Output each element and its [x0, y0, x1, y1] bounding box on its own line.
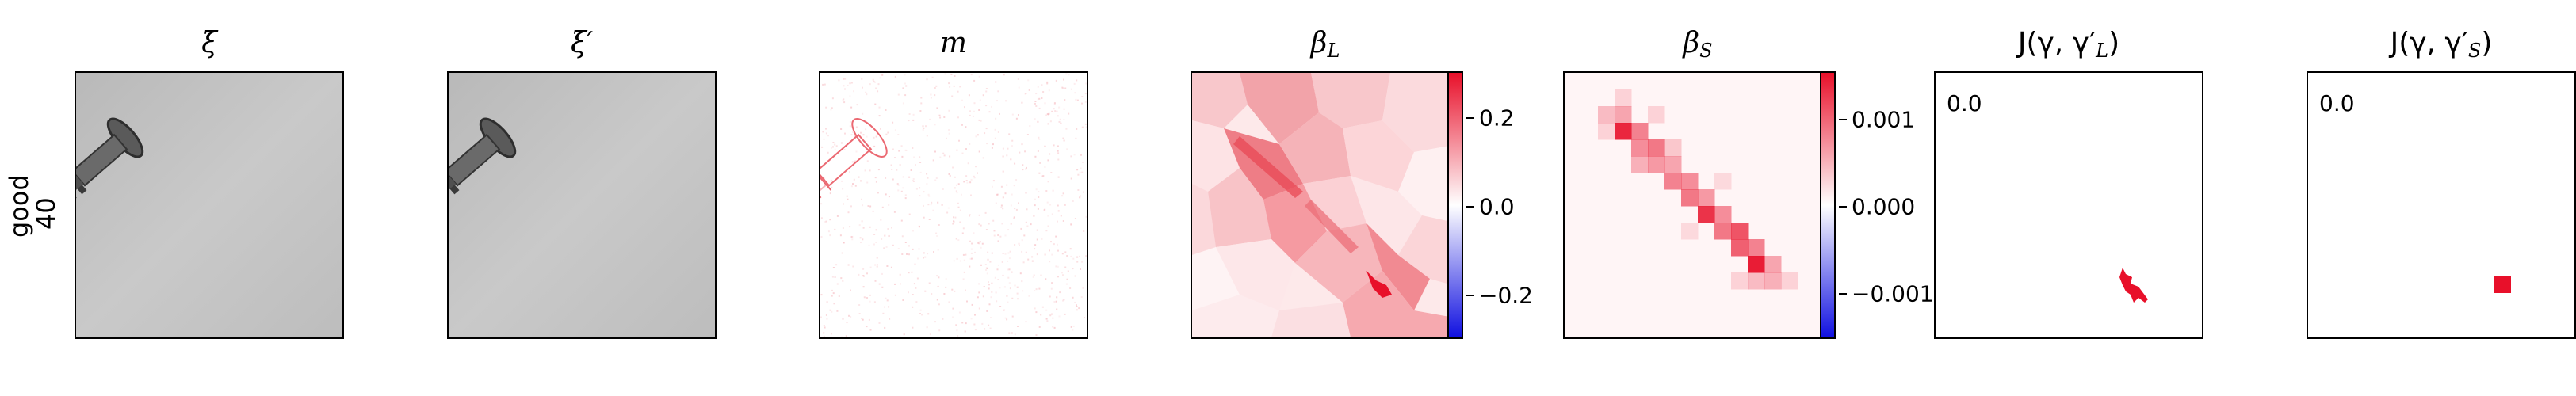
- j-l-prefix: J(γ, γ′: [2017, 27, 2096, 59]
- cbar-s-tick-0: [1839, 119, 1847, 120]
- row-label-category: good: [4, 174, 34, 238]
- screw-photo-xi: [76, 73, 342, 337]
- cbar-s-label-2: −0.001: [1852, 280, 1934, 307]
- j-l-sub: L: [2096, 40, 2109, 62]
- panel-xi-prime: [447, 71, 717, 339]
- beta-l-heatmap: [1192, 73, 1458, 337]
- panel-beta-s: [1563, 71, 1833, 339]
- j-s-map: [2494, 276, 2511, 293]
- j-l-map: [2119, 268, 2148, 303]
- panel-xi: [75, 71, 344, 339]
- j-l-suffix: ): [2108, 27, 2120, 59]
- cbar-l-tick-2: [1466, 295, 1474, 296]
- j-s-suffix: ): [2481, 27, 2493, 59]
- cbar-s-tick-1: [1839, 206, 1847, 208]
- screw-photo-xi-prime: [449, 73, 715, 337]
- beta-l-main: β: [1310, 27, 1328, 59]
- mask-image: [820, 73, 1087, 337]
- panel-title-xi-prime: ξ′: [570, 27, 593, 59]
- beta-l-sub: L: [1327, 40, 1340, 62]
- panel-title-m: m: [939, 27, 968, 59]
- cbar-l-label-2: −0.2: [1479, 282, 1533, 309]
- panel-mask: [819, 71, 1088, 339]
- colorbar-beta-l: 0.2 0.0 −0.2: [1447, 71, 1533, 339]
- cbar-s-label-0: 0.001: [1852, 106, 1916, 133]
- j-s-prefix: J(γ, γ′: [2390, 27, 2468, 59]
- beta-s-main: β: [1683, 27, 1700, 59]
- panel-title-beta-l: βL: [1191, 24, 1460, 63]
- cbar-s-label-1: 0.000: [1852, 193, 1916, 220]
- cbar-s-tick-2: [1839, 293, 1847, 295]
- j-s-value: 0.0: [2319, 90, 2355, 116]
- cbar-l-label-0: 0.2: [1479, 105, 1515, 131]
- panel-j-s: 0.0: [2307, 71, 2576, 339]
- cbar-l-label-1: 0.0: [1479, 193, 1515, 220]
- panel-title-beta-s: βS: [1563, 24, 1833, 63]
- j-l-value: 0.0: [1947, 90, 1982, 116]
- row-label-index: 40: [31, 197, 61, 230]
- beta-s-heatmap: [1565, 73, 1831, 337]
- j-s-sub: S: [2467, 40, 2482, 62]
- cbar-l-tick-0: [1466, 117, 1474, 119]
- panel-title-j-s: J(γ, γ′S): [2307, 24, 2576, 63]
- panel-title-xi: ξ: [201, 27, 217, 59]
- panel-j-l: 0.0: [1934, 71, 2203, 339]
- row-label: good 40: [0, 135, 63, 293]
- beta-s-sub: S: [1699, 40, 1713, 62]
- colorbar-beta-s: 0.001 0.000 −0.001: [1820, 71, 1934, 339]
- cbar-l-tick-1: [1466, 206, 1474, 208]
- panel-title-j-l: J(γ, γ′L): [1934, 24, 2203, 63]
- panel-beta-l: [1191, 71, 1460, 339]
